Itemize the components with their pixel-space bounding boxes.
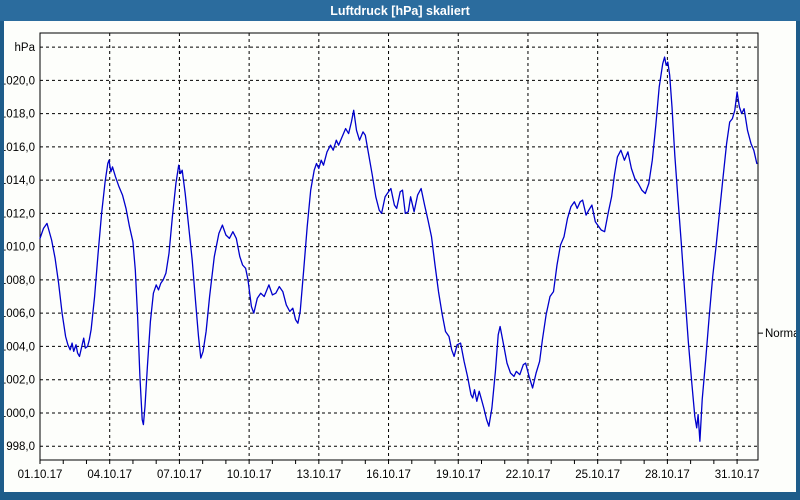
- y-tick-label: 1010,0: [0, 242, 35, 254]
- x-tick-label: 10.10.17: [227, 469, 272, 481]
- y-tick-label: 1020,0: [0, 75, 35, 87]
- y-tick-label: 1014,0: [0, 175, 35, 187]
- x-tick-label: 22.10.17: [506, 469, 551, 481]
- x-tick-label: 16.10.17: [366, 469, 411, 481]
- y-tick-label: 998,0: [6, 441, 35, 453]
- window-border-left: [0, 21, 4, 492]
- x-tick-label: 07.10.17: [157, 469, 202, 481]
- x-tick-label: 31.10.17: [715, 469, 760, 481]
- y-tick-label: 1004,0: [0, 341, 35, 353]
- y-tick-label: 1018,0: [0, 109, 35, 121]
- x-tick-label: 04.10.17: [87, 469, 132, 481]
- y-tick-label: 1016,0: [0, 142, 35, 154]
- x-tick-label: 13.10.17: [296, 469, 341, 481]
- x-tick-label: 25.10.17: [575, 469, 620, 481]
- x-tick-label: 28.10.17: [645, 469, 690, 481]
- normal-marker-label: Normal: [765, 328, 800, 340]
- plot-border: [39, 32, 759, 461]
- y-axis-unit-label: hPa: [15, 42, 36, 54]
- pressure-line: [39, 56, 758, 442]
- y-tick-label: 1002,0: [0, 375, 35, 387]
- title-bar[interactable]: Luftdruck [hPa] skaliert: [0, 0, 800, 21]
- window-border-right: [796, 21, 800, 492]
- x-tick-label: 01.10.17: [18, 469, 63, 481]
- y-tick-label: 1000,0: [0, 408, 35, 420]
- window-title: Luftdruck [hPa] skaliert: [330, 3, 470, 18]
- x-tick-label: 19.10.17: [436, 469, 481, 481]
- window-border-bottom: [0, 492, 800, 500]
- y-tick-label: 1012,0: [0, 208, 35, 220]
- y-tick-label: 1008,0: [0, 275, 35, 287]
- y-tick-label: 1006,0: [0, 308, 35, 320]
